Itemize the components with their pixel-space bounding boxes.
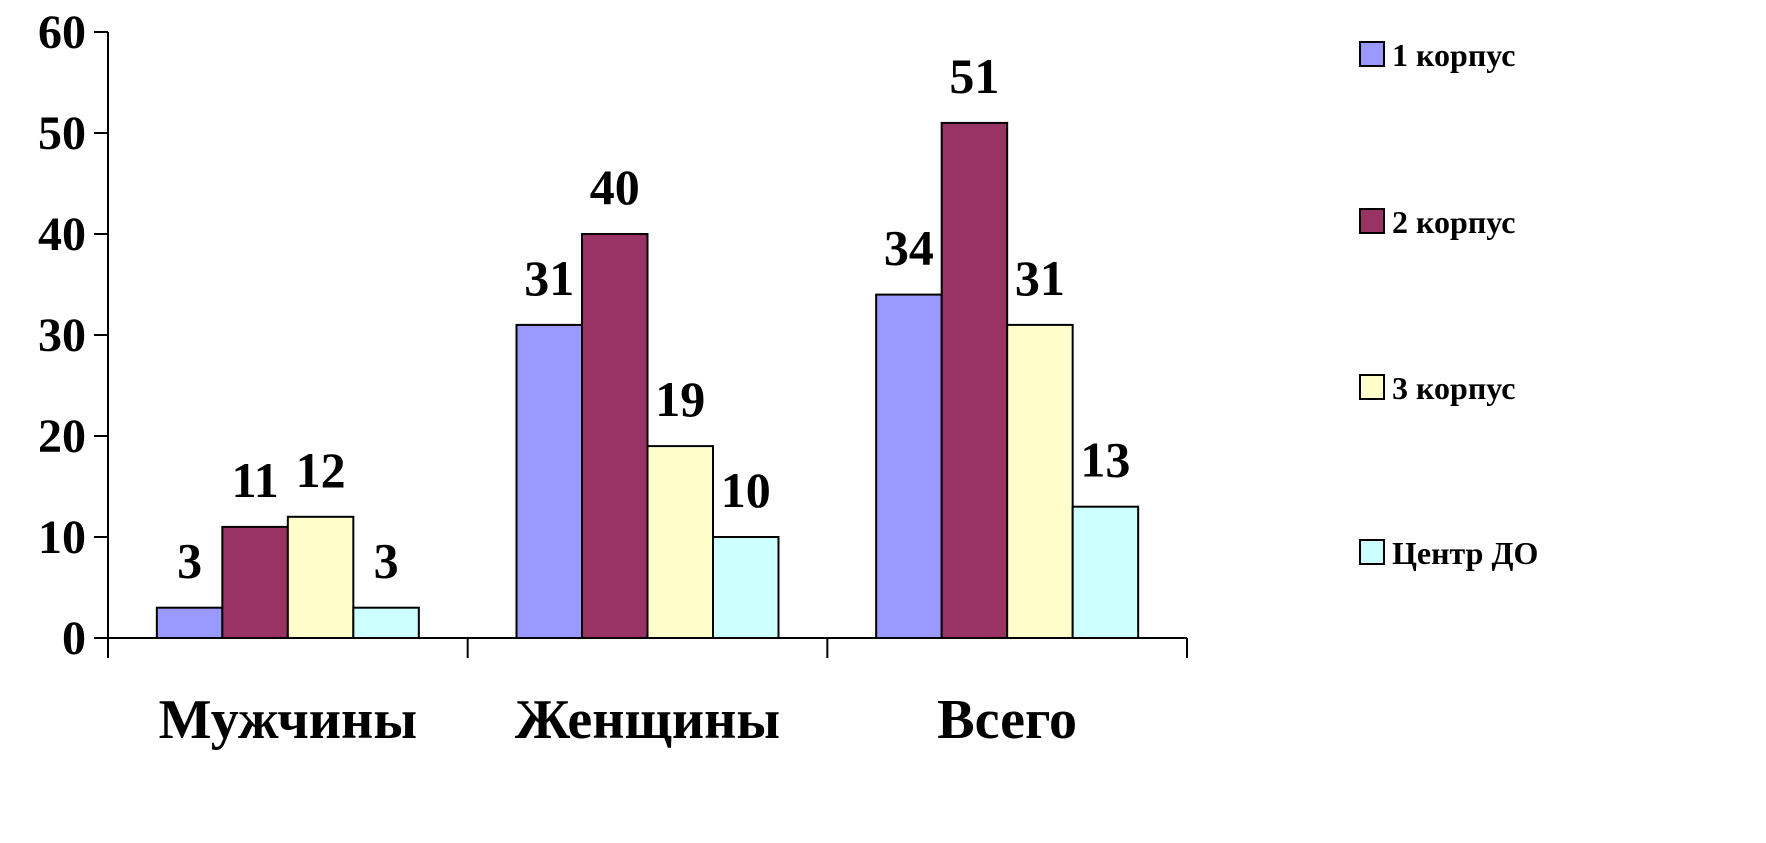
bar (515, 323, 583, 639)
y-tick-label: 30 (38, 309, 86, 362)
y-tick-label: 60 (38, 6, 86, 59)
y-tick-label: 20 (38, 410, 86, 463)
legend: 1 корпус 2 корпус 3 корпус Центр ДО (1359, 37, 1538, 571)
data-label: 34 (884, 220, 934, 276)
data-label: 40 (590, 159, 640, 215)
data-label: 19 (655, 371, 705, 427)
data-label: 10 (721, 462, 771, 518)
bar (646, 445, 714, 639)
bar (875, 293, 943, 639)
y-tick-label: 10 (38, 511, 86, 564)
y-tick-label: 0 (62, 612, 86, 665)
legend-label: 1 корпус (1392, 37, 1515, 73)
x-tick-label: Всего (937, 689, 1077, 751)
data-label: 31 (1015, 250, 1065, 306)
data-label: 3 (177, 533, 202, 589)
y-tick-label: 50 (38, 107, 86, 160)
bars (155, 121, 1140, 640)
bar (712, 536, 780, 639)
x-tick-label: Мужчины (159, 689, 417, 751)
data-labels: 3 11 12 3 31 40 19 10 34 51 31 13 (177, 48, 1130, 589)
data-label: 51 (949, 48, 999, 104)
x-tick-label: Женщины (515, 689, 780, 751)
data-label: 11 (231, 452, 278, 508)
legend-swatch (1359, 374, 1385, 400)
data-label: 3 (374, 533, 399, 589)
data-label: 31 (524, 250, 574, 306)
legend-label: Центр ДО (1392, 535, 1538, 571)
axes: 0 10 20 30 40 50 60 Мужчины Женщины Всего (38, 6, 1188, 751)
bar (1071, 505, 1140, 640)
legend-swatch (1359, 41, 1385, 67)
bar (581, 233, 649, 639)
data-label: 13 (1080, 432, 1130, 488)
legend-label: 3 корпус (1392, 370, 1515, 406)
legend-swatch (1359, 539, 1385, 565)
bar (286, 515, 355, 639)
bar (352, 606, 420, 640)
y-tick-label: 40 (38, 208, 86, 261)
bar (1006, 323, 1074, 639)
legend-swatch (1359, 208, 1385, 234)
data-label: 12 (296, 442, 346, 498)
legend-label: 2 корпус (1392, 204, 1515, 240)
bar (155, 606, 224, 640)
bar (221, 525, 289, 640)
bar (940, 121, 1009, 639)
